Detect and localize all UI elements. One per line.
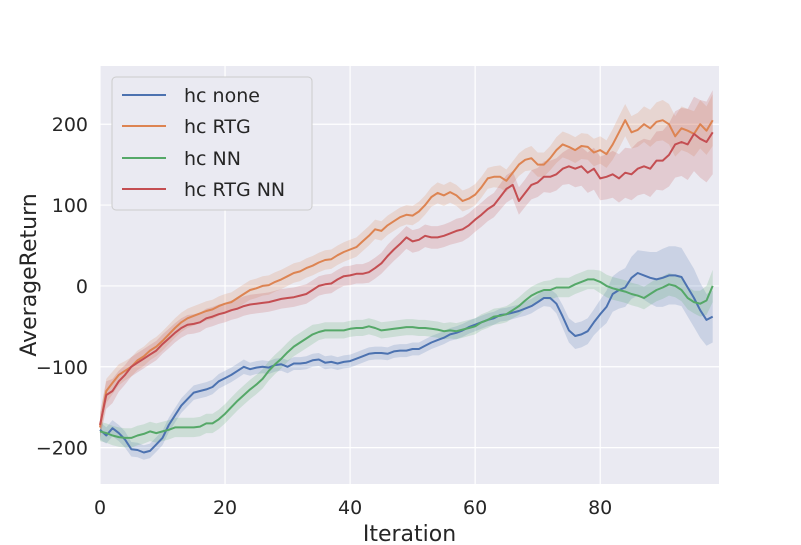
legend-box xyxy=(111,76,313,211)
legend-entry: hc RTG xyxy=(122,116,251,138)
line-hc-rtg xyxy=(99,119,714,428)
line-hc-none xyxy=(99,272,714,454)
legend-entry: hc none xyxy=(122,85,260,107)
legend-entry: hc RTG NN xyxy=(122,179,285,201)
y-tick-label: 200 xyxy=(52,114,88,136)
y-tick-label: 100 xyxy=(52,195,88,217)
x-tick-label: 80 xyxy=(588,497,612,519)
legend: hc none hc RTG hc NN hc RTG NN xyxy=(111,76,313,211)
legend-label: hc RTG NN xyxy=(184,179,285,201)
x-tick-labels: 0 20 40 60 80 xyxy=(94,497,612,519)
series-bands xyxy=(100,90,713,460)
legend-label: hc none xyxy=(184,85,260,107)
x-axis-label: Iteration xyxy=(363,522,456,545)
band-hc-rtg-nn xyxy=(100,90,713,438)
line-hc-nn xyxy=(99,278,714,439)
x-tick-label: 0 xyxy=(94,497,106,519)
x-tick-label: 20 xyxy=(213,497,237,519)
legend-label: hc NN xyxy=(184,148,241,170)
y-tick-label: −200 xyxy=(36,438,88,460)
y-tick-label: −100 xyxy=(36,357,88,379)
x-tick-label: 60 xyxy=(463,497,487,519)
band-hc-rtg xyxy=(100,94,713,440)
y-tick-label: 0 xyxy=(76,276,88,298)
legend-entry: hc NN xyxy=(122,148,241,170)
line-hc-rtg-nn xyxy=(99,131,714,426)
legend-label: hc RTG xyxy=(184,116,251,138)
band-hc-nn xyxy=(100,269,713,448)
x-tick-label: 40 xyxy=(338,497,362,519)
y-tick-labels: −200 −100 0 100 200 xyxy=(36,114,88,459)
band-hc-none xyxy=(100,246,713,460)
series-lines xyxy=(99,119,714,454)
y-axis-label: AverageReturn xyxy=(17,193,42,356)
